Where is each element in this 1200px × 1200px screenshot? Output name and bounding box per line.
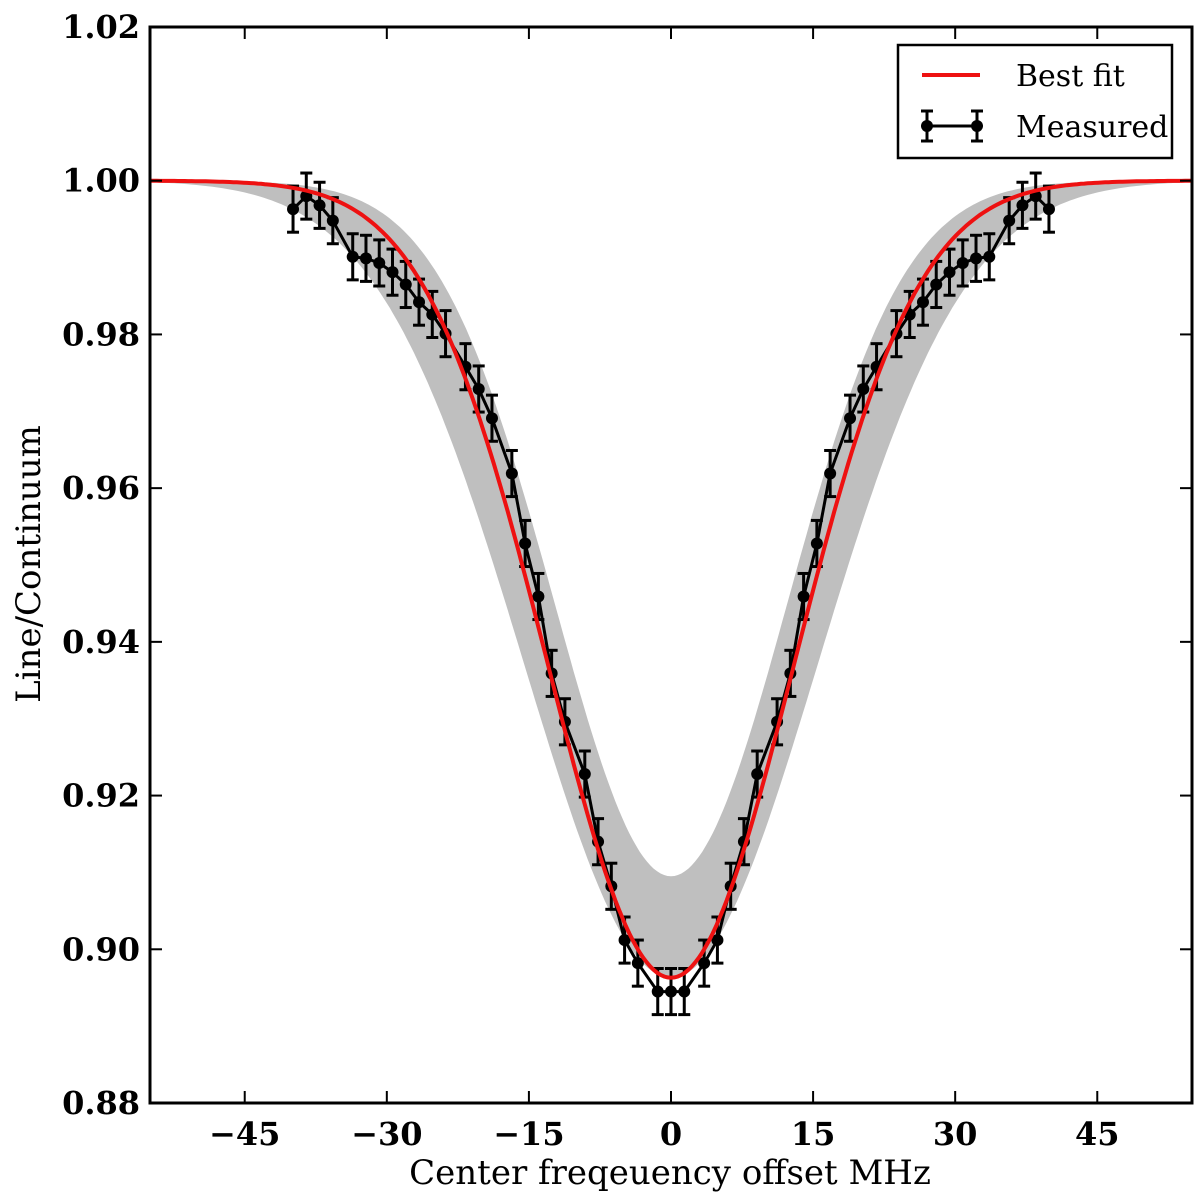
measured-point — [578, 749, 591, 799]
measured-point — [824, 448, 837, 499]
legend-measured-label: Measured — [1016, 110, 1168, 145]
measured-point — [711, 915, 724, 965]
measured-point — [505, 448, 518, 499]
measured-point — [651, 967, 664, 1017]
y-tick-label: 0.98 — [62, 315, 140, 353]
measured-point — [678, 967, 691, 1017]
legend-measured-swatch — [921, 109, 983, 143]
measured-point — [1029, 171, 1042, 221]
x-tick-label: −30 — [351, 1115, 422, 1153]
measured-point — [346, 232, 359, 282]
x-tick-label: 15 — [791, 1115, 836, 1153]
x-tick-label: 45 — [1075, 1115, 1120, 1153]
y-tick-label: 1.02 — [62, 8, 140, 46]
y-tick-label: 1.00 — [62, 162, 140, 200]
measured-point — [810, 518, 823, 569]
measured-point — [1042, 184, 1055, 234]
measured-point — [956, 238, 969, 288]
y-axis-label: Line/Continuum — [9, 425, 49, 703]
measured-point — [359, 233, 372, 283]
y-tick-label: 0.90 — [62, 930, 140, 968]
best-fit-curve — [150, 178, 1192, 980]
measured-point — [857, 364, 870, 414]
measured-point — [970, 233, 983, 283]
best-fit-layer — [150, 178, 1192, 980]
measured-point — [313, 180, 326, 230]
x-axis-label: Center freqeuency offset MHz — [409, 1153, 931, 1193]
legend-box — [896, 43, 1174, 160]
axes-layer: −45 −30 −15 0 15 30 45 0.88 0.90 0.92 0.94 0.96 0.98… — [62, 8, 1192, 1153]
measured-point — [930, 259, 943, 310]
measured-point — [472, 364, 485, 414]
x-tick-label: 30 — [933, 1115, 978, 1153]
y-tick-label: 0.94 — [62, 623, 140, 661]
x-tick-label: −15 — [493, 1115, 564, 1153]
legend: Best fit Measured — [896, 43, 1174, 160]
measured-point — [797, 571, 810, 622]
y-tick-label: 0.96 — [62, 469, 140, 507]
x-tick-label: −45 — [209, 1115, 280, 1153]
y-tick-label: 0.88 — [62, 1084, 140, 1122]
measured-point — [983, 232, 996, 282]
measured-point — [519, 518, 532, 569]
measured-point — [485, 393, 498, 443]
x-tick-label: 0 — [660, 1115, 682, 1153]
legend-best-fit-label: Best fit — [1016, 59, 1125, 94]
y-tick-label: 0.92 — [62, 777, 140, 815]
measured-point — [1016, 180, 1029, 230]
measured-point — [373, 238, 386, 288]
measured-point — [386, 247, 399, 297]
